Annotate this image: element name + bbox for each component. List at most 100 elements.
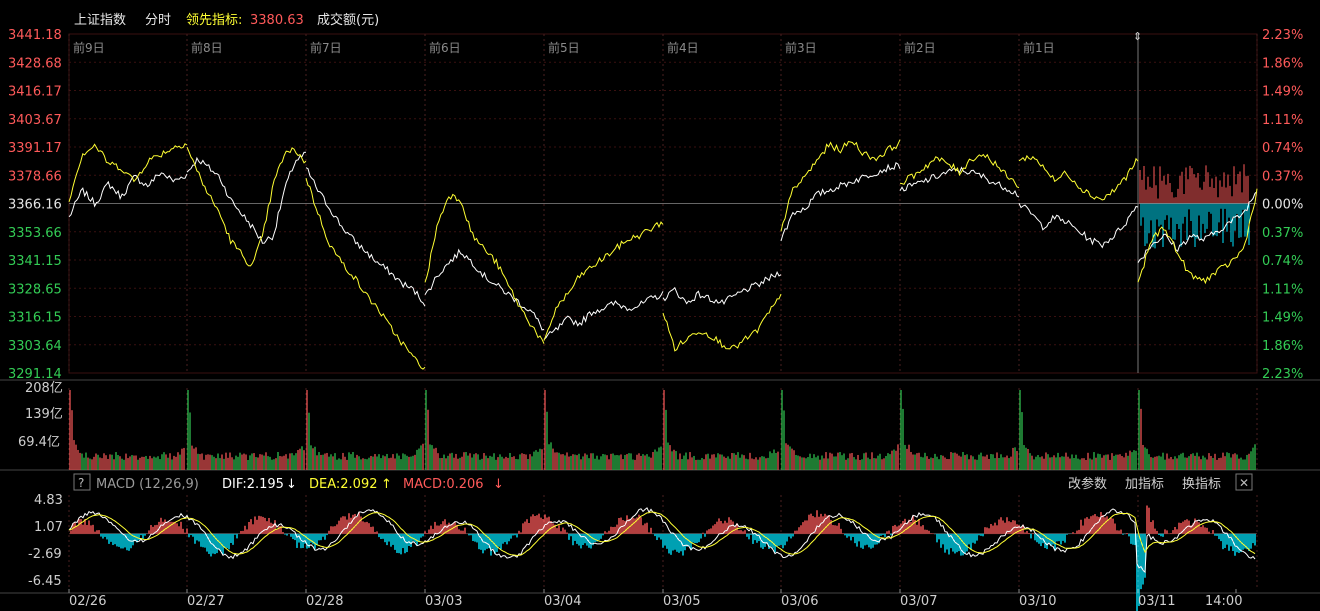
- time-tick-label: 14:00: [1205, 594, 1242, 609]
- time-axis: 02/26 02/27 02/28 03/03 03/04 03/05 03/06 03/07…: [68, 589, 1242, 609]
- percent-tick-label: 1.11%: [1262, 113, 1303, 128]
- leading-line: [68, 143, 188, 203]
- crosshair-handle-icon[interactable]: ⇕: [1133, 30, 1142, 43]
- price-tick-label: 3378.66: [8, 169, 62, 184]
- price-grid: [0, 33, 1320, 594]
- percent-tick-label: 2.23%: [1262, 28, 1303, 43]
- add-indicator-button[interactable]: 加指标: [1125, 477, 1164, 492]
- dea-line: [68, 511, 1256, 557]
- today-volume-ratio-bars: [1139, 164, 1250, 249]
- price-line: [662, 270, 782, 306]
- time-tick-label: 03/06: [781, 594, 818, 609]
- leading-line: [1018, 154, 1139, 201]
- price-line: [424, 248, 545, 331]
- volume-bars: [69, 390, 1256, 470]
- day-label: 前6日: [429, 40, 461, 55]
- price-tick-label: 3416.17: [8, 85, 62, 100]
- dea-value: DEA:2.092: [309, 477, 378, 492]
- percent-tick-label: 1.86%: [1262, 339, 1303, 354]
- price-tick-label: 3341.15: [8, 254, 62, 269]
- mode-label[interactable]: 分时: [145, 13, 171, 28]
- percent-tick-label: 0.74%: [1262, 254, 1303, 269]
- price-lines: [68, 139, 1258, 370]
- time-tick-label: 02/27: [187, 594, 224, 609]
- percent-tick-label: 0.37%: [1262, 226, 1303, 241]
- macd-histogram: [70, 505, 1256, 611]
- time-tick-label: 02/28: [306, 594, 343, 609]
- volume-tick-label: 208亿: [25, 381, 63, 396]
- day-label: 前1日: [1023, 40, 1055, 55]
- dif-arrow-icon: ↓: [286, 477, 297, 492]
- leading-line: [186, 146, 307, 267]
- percent-tick-label: 1.49%: [1262, 311, 1303, 326]
- day-label: 前7日: [310, 40, 342, 55]
- close-icon[interactable]: ✕: [1239, 476, 1249, 490]
- macd-tick-label: -6.45: [28, 574, 62, 589]
- leading-line: [305, 177, 426, 370]
- dif-value: DIF:2.195: [222, 477, 284, 492]
- percent-tick-label: 0.37%: [1262, 169, 1303, 184]
- price-line: [780, 162, 901, 242]
- time-tick-label: 03/03: [425, 594, 462, 609]
- leading-line: [662, 293, 782, 352]
- percent-axis-right: 2.23% 1.86% 1.49% 1.11% 0.74% 0.37% 0.00% 0.37%…: [1262, 28, 1303, 382]
- leading-line: [1137, 188, 1258, 285]
- dif-line: [68, 507, 1256, 574]
- macd-value: MACD:0.206: [403, 477, 484, 492]
- day-label: 前9日: [73, 40, 105, 55]
- price-line: [186, 151, 307, 244]
- leading-indicator-value: 3380.63: [250, 13, 304, 28]
- day-label: 前4日: [667, 40, 699, 55]
- price-tick-label: 3428.68: [8, 56, 62, 71]
- dea-arrow-icon: ↑: [381, 477, 392, 492]
- leading-line: [543, 221, 664, 341]
- percent-tick-label: 1.11%: [1262, 282, 1303, 297]
- price-tick-label: 3291.14: [8, 367, 62, 382]
- time-tick-label: 02/26: [69, 594, 106, 609]
- time-tick-label: 03/07: [900, 594, 937, 609]
- time-tick-label: 03/04: [544, 594, 581, 609]
- help-icon[interactable]: ?: [78, 476, 84, 490]
- volume-tick-label: 139亿: [25, 407, 63, 422]
- day-label: 前5日: [548, 40, 580, 55]
- time-tick-label: 03/11: [1138, 594, 1175, 609]
- price-line: [68, 172, 188, 218]
- macd-name[interactable]: MACD (12,26,9): [96, 477, 199, 492]
- price-tick-label: 3303.64: [8, 339, 62, 354]
- volume-label: 成交额(元): [317, 12, 379, 28]
- change-params-button[interactable]: 改参数: [1068, 476, 1107, 492]
- day-label: 前2日: [904, 40, 936, 55]
- leading-line: [780, 139, 901, 232]
- macd-tick-label: -2.69: [28, 547, 62, 562]
- price-tick-label: 3316.15: [8, 311, 62, 326]
- price-tick-label: 3328.65: [8, 282, 62, 297]
- day-labels: 前9日 前8日 前7日 前6日 前5日 前4日 前3日 前2日 前1日: [73, 40, 1055, 55]
- help-button[interactable]: [73, 473, 91, 491]
- price-tick-label: 3403.67: [8, 113, 62, 128]
- price-tick-label: 3391.17: [8, 141, 62, 156]
- price-line: [305, 167, 426, 307]
- chart-header: 上证指数 分时 领先指标: 3380.63 成交额(元): [74, 12, 379, 28]
- percent-tick-label: 2.23%: [1262, 367, 1303, 382]
- percent-tick-label: 1.86%: [1262, 56, 1303, 71]
- day-label: 前8日: [191, 40, 223, 55]
- percent-tick-label: 0.00%: [1262, 198, 1303, 213]
- close-button[interactable]: [1235, 473, 1253, 491]
- price-axis-left: 3441.18 3428.68 3416.17 3403.67 3391.17 3378.…: [8, 28, 62, 382]
- macd-arrow-icon: ↓: [493, 477, 504, 492]
- price-line: [1137, 191, 1258, 263]
- switch-indicator-button[interactable]: 换指标: [1182, 477, 1221, 492]
- day-label: 前3日: [785, 40, 817, 55]
- percent-tick-label: 1.49%: [1262, 85, 1303, 100]
- leading-line: [899, 153, 1020, 189]
- price-line: [899, 166, 1020, 198]
- leading-indicator-label: 领先指标:: [186, 13, 242, 28]
- time-tick-label: 03/10: [1019, 594, 1056, 609]
- price-tick-label: 3353.66: [8, 226, 62, 241]
- index-name: 上证指数: [74, 13, 126, 28]
- time-tick-label: 03/05: [663, 594, 700, 609]
- macd-header: ? MACD (12,26,9) DIF:2.195 ↓ DEA:2.092 ↑…: [73, 473, 1253, 492]
- price-line: [543, 291, 664, 340]
- macd-tick-label: 4.83: [34, 493, 63, 508]
